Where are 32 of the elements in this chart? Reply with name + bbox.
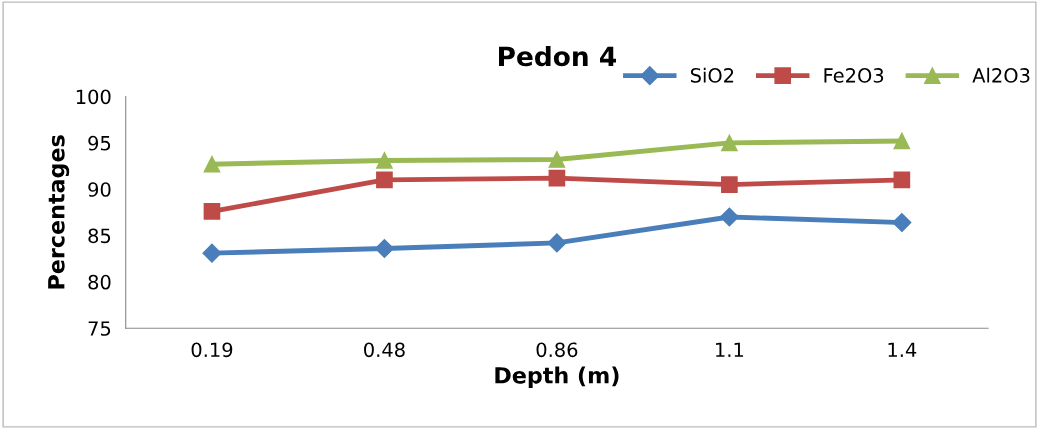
x-tick-label: 0.19 xyxy=(191,342,233,358)
x-axis-title: Depth (m) xyxy=(495,366,619,388)
point xyxy=(892,213,912,233)
legend-label: Fe2O3 xyxy=(824,68,884,83)
legend-label: Al2O3 xyxy=(972,67,1030,83)
y-tick-label: 80 xyxy=(88,274,111,290)
legend-label: SiO2 xyxy=(690,67,734,83)
chart-title: Pedon 4 xyxy=(499,45,616,67)
point xyxy=(547,233,567,253)
x-tick-label: 1.1 xyxy=(716,342,744,357)
y-tick-label: 75 xyxy=(88,321,111,336)
point xyxy=(376,152,393,169)
y-tick-label: 95 xyxy=(88,135,111,151)
y-axis-title: Percentages xyxy=(48,135,70,289)
point xyxy=(548,169,566,187)
point xyxy=(548,151,566,168)
y-tick-label: 100 xyxy=(76,89,111,105)
point xyxy=(893,171,911,189)
point xyxy=(721,176,738,193)
point xyxy=(721,134,738,152)
point xyxy=(376,171,393,189)
x-tick-label: 0.86 xyxy=(536,342,578,358)
x-tick-label: 0.48 xyxy=(364,342,405,358)
point xyxy=(203,203,221,220)
y-tick-label: 85 xyxy=(88,228,111,244)
point xyxy=(719,207,739,227)
point xyxy=(374,238,394,259)
point xyxy=(893,132,911,150)
point xyxy=(202,243,222,263)
x-tick-label: 1.4 xyxy=(888,342,917,357)
y-tick-label: 90 xyxy=(88,182,111,197)
point xyxy=(203,155,221,173)
